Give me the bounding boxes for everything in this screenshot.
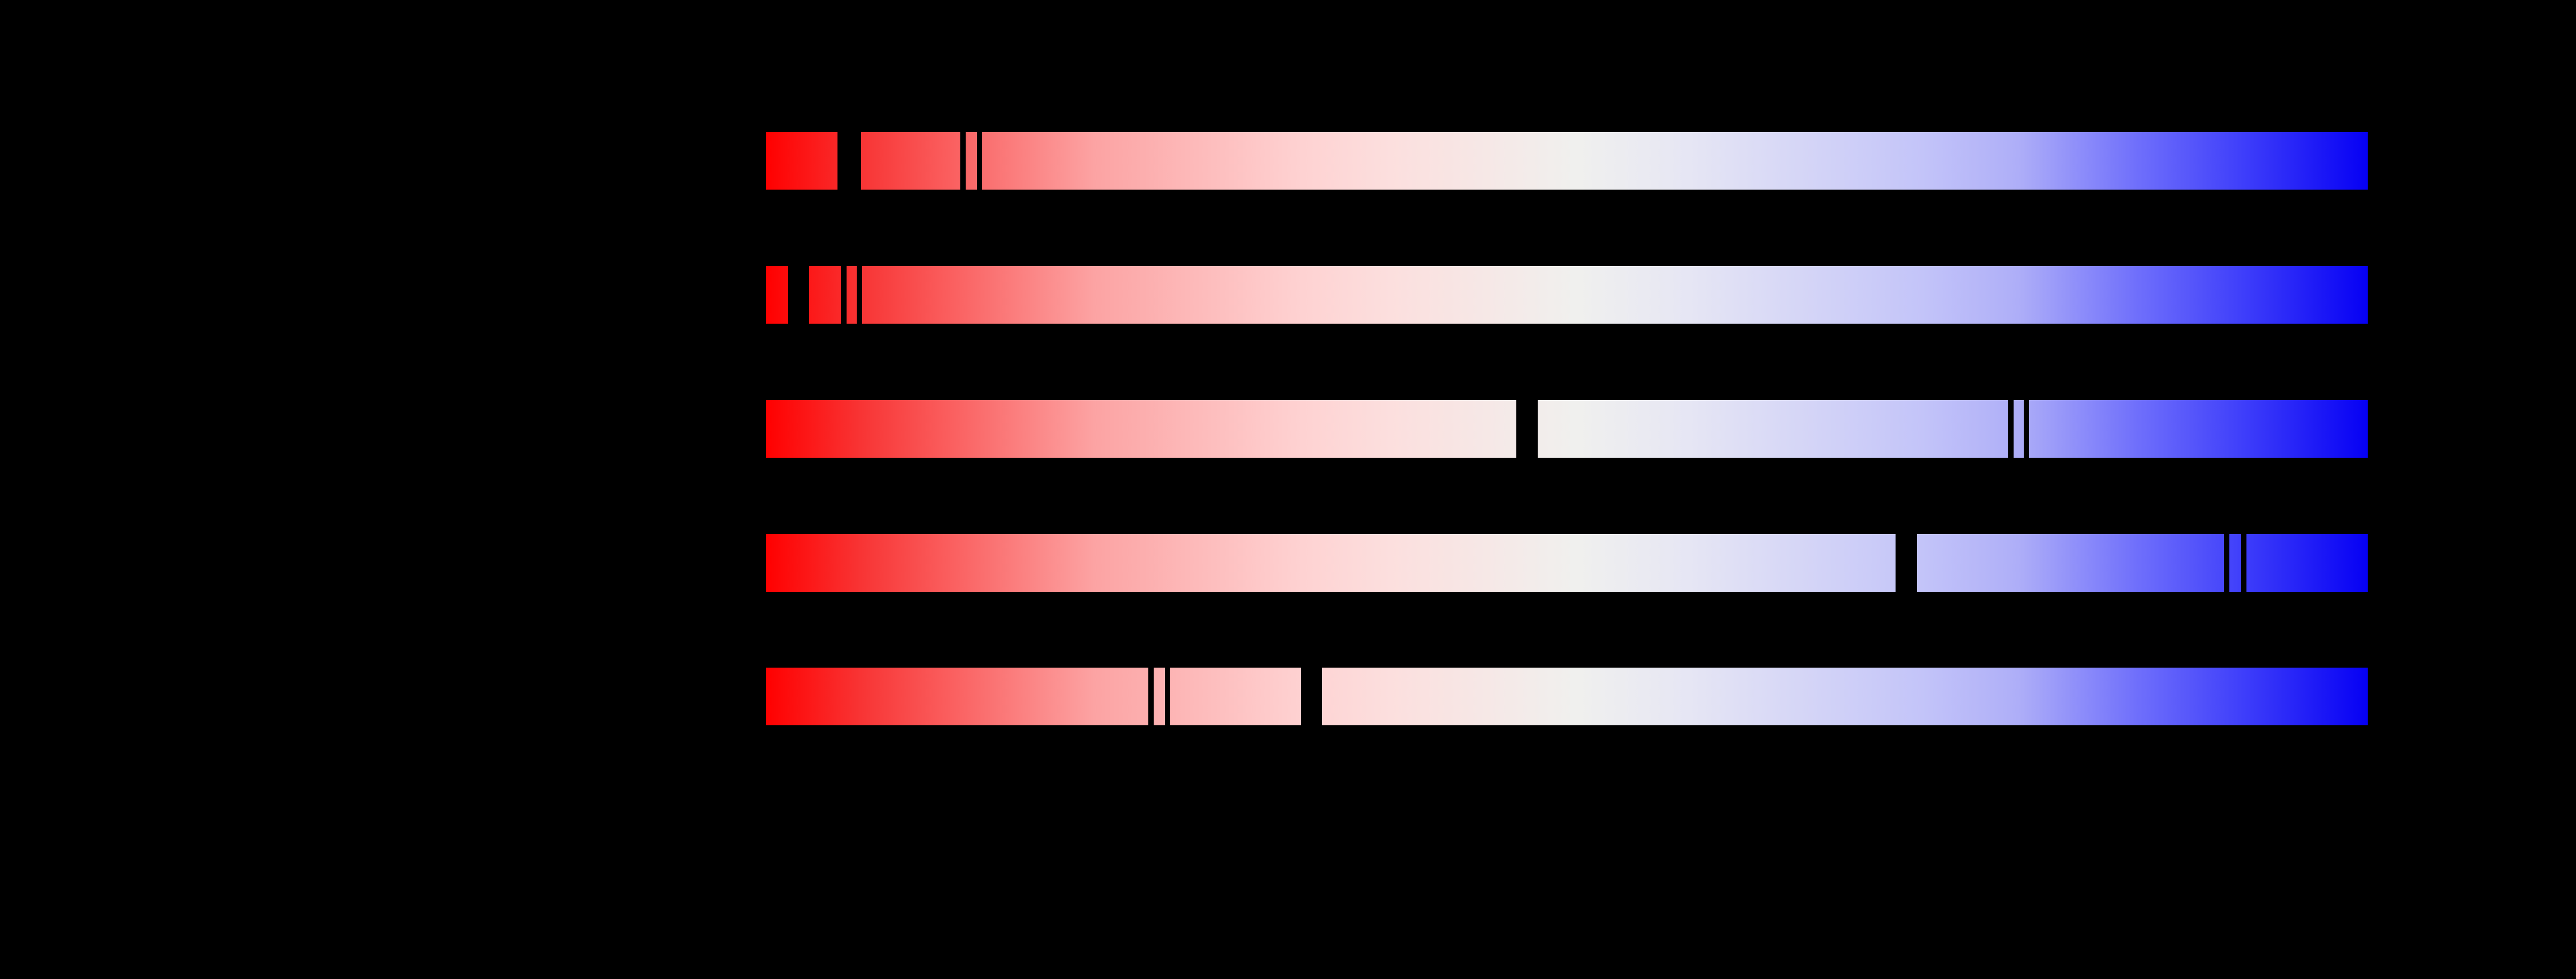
- gap-marker: [788, 266, 809, 324]
- tick-marker: [2008, 400, 2014, 458]
- gradient-strip-strip-4: [766, 534, 2368, 592]
- tick-marker: [1165, 668, 1170, 725]
- tick-marker: [960, 132, 966, 190]
- gap-marker: [1516, 400, 1538, 458]
- gradient-strip-strip-1: [766, 132, 2368, 190]
- tick-marker: [2241, 534, 2246, 592]
- tick-marker: [2024, 400, 2029, 458]
- gap-marker: [1301, 668, 1322, 725]
- gap-marker: [1895, 534, 1917, 592]
- gradient-strip-strip-3: [766, 400, 2368, 458]
- gradient-strip-strip-5: [766, 668, 2368, 725]
- tick-marker: [1148, 668, 1154, 725]
- tick-marker: [2223, 534, 2229, 592]
- gradient-strip-strip-2: [766, 266, 2368, 324]
- gap-marker: [837, 132, 862, 190]
- tick-marker: [976, 132, 982, 190]
- tick-marker: [857, 266, 862, 324]
- tick-marker: [841, 266, 847, 324]
